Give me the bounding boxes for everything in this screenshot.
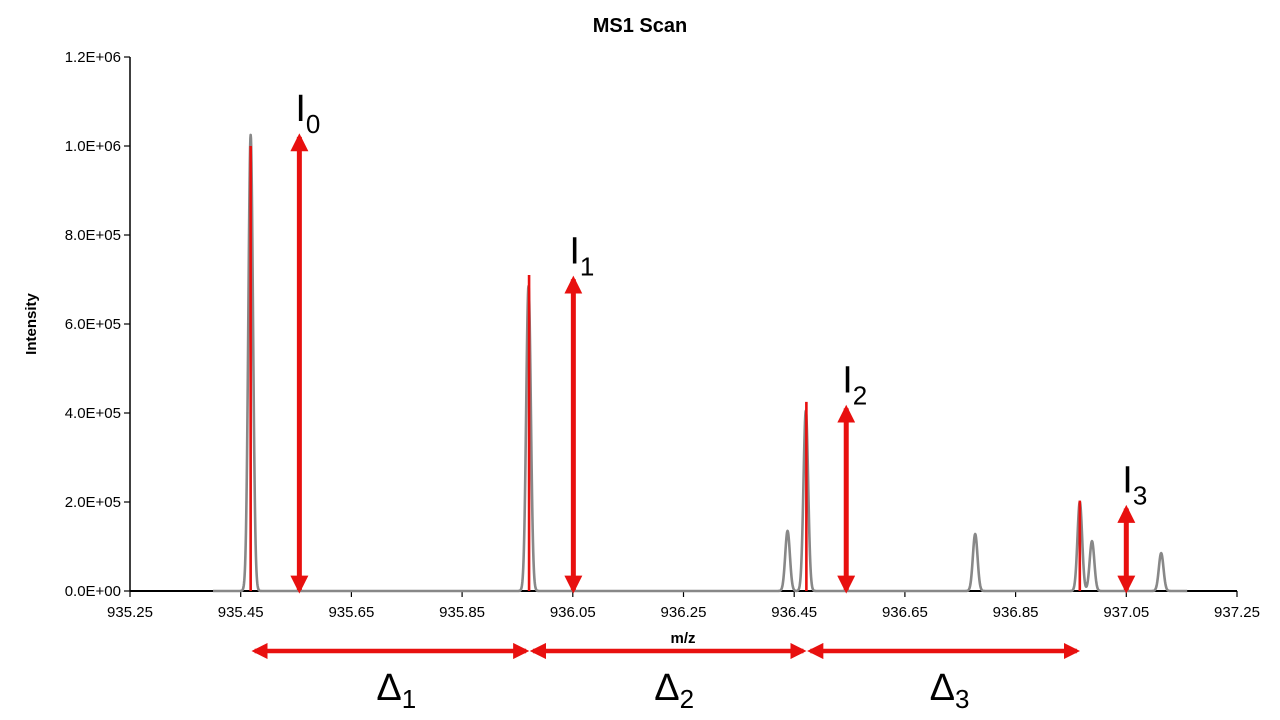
- plot-area: [212, 133, 1189, 593]
- intensity-label-letter: I: [842, 359, 853, 401]
- intensity-label-3: I3: [1122, 459, 1147, 510]
- profile-spectrum-line: [212, 133, 1189, 593]
- x-tick-label: 935.25: [107, 604, 153, 621]
- spacing-label-1: Δ1: [376, 667, 416, 714]
- y-tick-label: 1.2E+06: [65, 49, 121, 66]
- x-tick-label: 936.65: [882, 604, 928, 621]
- intensity-label-subscript: 3: [1133, 480, 1147, 510]
- intensity-label-letter: I: [569, 230, 580, 272]
- spacing-label-letter: Δ: [930, 667, 955, 709]
- spacing-label-subscript: 2: [680, 684, 694, 714]
- chart-title: MS1 Scan: [593, 15, 687, 37]
- x-tick-label: 936.45: [771, 604, 817, 621]
- axes: 935.25 935.45 935.65 935.85 936.05 936.25 936.…: [65, 49, 1260, 621]
- intensity-label-subscript: 1: [580, 251, 594, 281]
- spacing-label-subscript: 1: [402, 684, 416, 714]
- x-tick-label: 937.05: [1103, 604, 1149, 621]
- intensity-label-subscript: 0: [306, 109, 320, 139]
- y-axis-title: Intensity: [23, 293, 40, 355]
- x-tick-label: 935.85: [439, 604, 485, 621]
- y-tick-label: 8.0E+05: [65, 227, 121, 244]
- spacing-label-letter: Δ: [654, 667, 679, 709]
- profile-peak-point: [974, 533, 976, 535]
- intensity-label-2: I2: [842, 359, 867, 410]
- y-tick-label: 6.0E+05: [65, 316, 121, 333]
- intensity-label-letter: I: [295, 88, 306, 130]
- x-tick-label: 936.25: [661, 604, 707, 621]
- spacing-label-letter: Δ: [376, 667, 401, 709]
- profile-peak-point: [1160, 552, 1162, 554]
- intensity-label-0: I0: [295, 88, 320, 139]
- x-tick-label: 937.25: [1214, 604, 1260, 621]
- x-axis-title: m/z: [670, 630, 695, 647]
- x-tick-label: 935.65: [328, 604, 374, 621]
- profile-peak-point: [787, 530, 789, 532]
- x-tick-label: 936.85: [993, 604, 1039, 621]
- x-tick-label: 935.45: [218, 604, 264, 621]
- x-tick-label: 936.05: [550, 604, 596, 621]
- intensity-label-letter: I: [1122, 459, 1133, 501]
- y-tick-label: 4.0E+05: [65, 405, 121, 422]
- profile-peak-point: [250, 134, 252, 136]
- y-tick-label: 1.0E+06: [65, 138, 121, 155]
- spacing-label-subscript: 3: [955, 684, 969, 714]
- spacing-label-3: Δ3: [930, 667, 970, 714]
- intensity-label-subscript: 2: [853, 380, 867, 410]
- spacing-label-2: Δ2: [654, 667, 694, 714]
- profile-peak-point: [1091, 540, 1093, 542]
- intensity-label-1: I1: [569, 230, 594, 281]
- y-tick-label: 2.0E+05: [65, 494, 121, 511]
- y-tick-label: 0.0E+00: [65, 583, 121, 600]
